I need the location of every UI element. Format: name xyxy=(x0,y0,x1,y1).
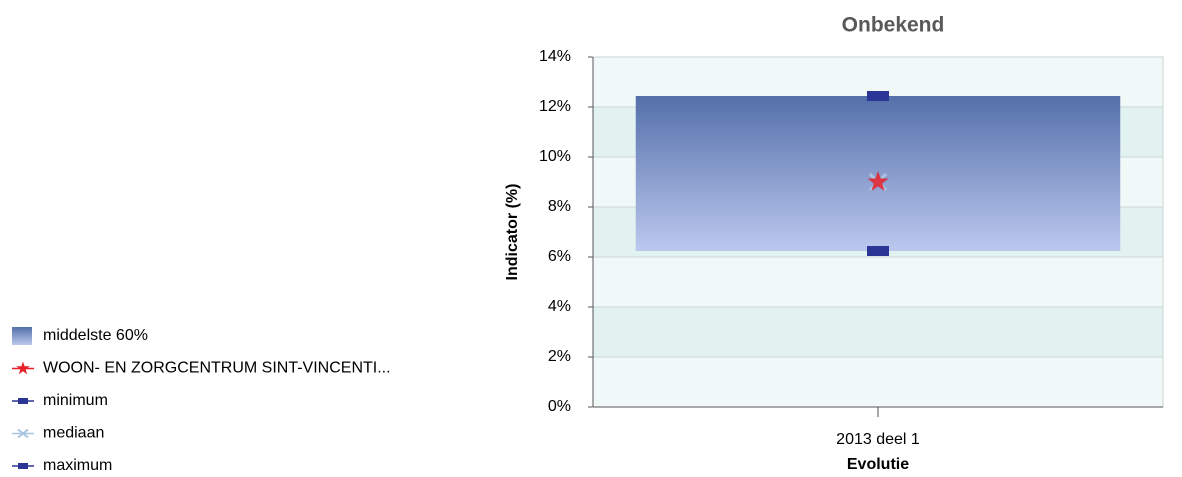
y-tick-label: 8% xyxy=(548,198,571,215)
marker-maximum xyxy=(867,91,889,101)
y-tick-label: 2% xyxy=(548,348,571,365)
y-tick-label: 0% xyxy=(548,398,571,415)
legend-label: maximum xyxy=(43,457,112,472)
y-tick-label: 6% xyxy=(548,248,571,265)
legend-label: middelste 60% xyxy=(43,327,148,344)
y-tick-label: 14% xyxy=(539,48,571,65)
legend-label: mediaan xyxy=(43,425,104,442)
grid-band xyxy=(593,307,1163,357)
legend-marker xyxy=(16,361,30,375)
marker-minimum xyxy=(867,246,889,256)
legend-swatch xyxy=(12,327,32,345)
legend-marker xyxy=(18,398,28,404)
institution-marker xyxy=(867,171,889,191)
chart-title: Onbekend xyxy=(842,14,945,37)
legend-marker xyxy=(18,463,28,469)
y-tick-label: 12% xyxy=(539,98,571,115)
x-tick-label: 2013 deel 1 xyxy=(836,431,920,448)
y-axis-label: Indicator (%) xyxy=(504,184,521,281)
y-tick-label: 4% xyxy=(548,298,571,315)
y-tick-label: 10% xyxy=(539,148,571,165)
x-axis-label: Evolutie xyxy=(847,456,909,472)
legend-label: WOON- EN ZORGCENTRUM SINT-VINCENTI... xyxy=(43,360,391,377)
legend-label: minimum xyxy=(43,392,108,409)
legend-marker xyxy=(17,428,29,439)
